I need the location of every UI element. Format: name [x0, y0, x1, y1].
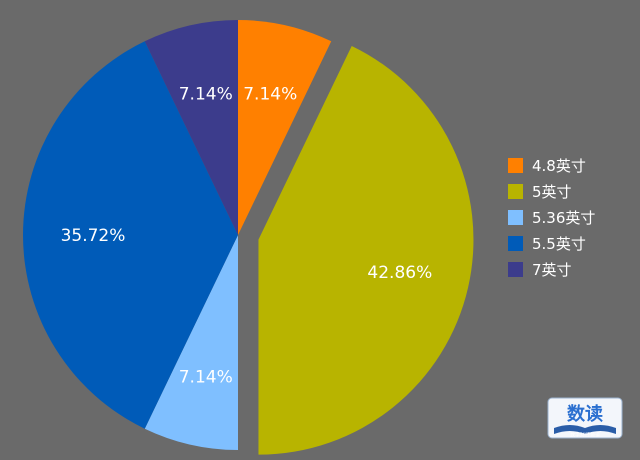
data-label-slice-4: 35.72% [61, 226, 126, 246]
legend-swatch-slice-1 [508, 158, 523, 173]
legend-swatch-slice-4 [508, 236, 523, 251]
data-label-slice-3: 7.14% [179, 367, 233, 387]
pie-slice-3 [144, 235, 238, 450]
data-label-slice-2: 42.86% [367, 263, 432, 283]
logo-title: 数读 [567, 403, 603, 425]
legend-label-slice-1: 4.8英寸 [532, 157, 586, 175]
legend: 4.8英寸 5英寸 5.36英寸 5.5英寸 7英寸 [508, 157, 595, 279]
pie-labels: 7.14% 42.86% 7.14% 35.72% 7.14% [61, 85, 433, 388]
pie-slice-2 [258, 45, 474, 455]
pie-slice-5 [144, 20, 238, 235]
legend-label-slice-2: 5英寸 [532, 183, 572, 201]
legend-label-slice-4: 5.5英寸 [532, 235, 586, 253]
open-book-icon [554, 425, 616, 434]
pie-slice-1 [238, 20, 332, 235]
data-label-slice-5: 7.14% [179, 85, 233, 105]
legend-swatch-slice-2 [508, 184, 523, 199]
data-label-slice-1: 7.14% [243, 85, 297, 105]
legend-swatch-slice-5 [508, 262, 523, 277]
legend-label-slice-5: 7英寸 [532, 261, 572, 279]
pie-slice-4 [23, 41, 238, 429]
legend-swatch-slice-3 [508, 210, 523, 225]
logo-subtitle: 数字财经频道 [570, 432, 600, 439]
legend-label-slice-3: 5.36英寸 [532, 209, 595, 227]
pie-slices [23, 20, 474, 455]
